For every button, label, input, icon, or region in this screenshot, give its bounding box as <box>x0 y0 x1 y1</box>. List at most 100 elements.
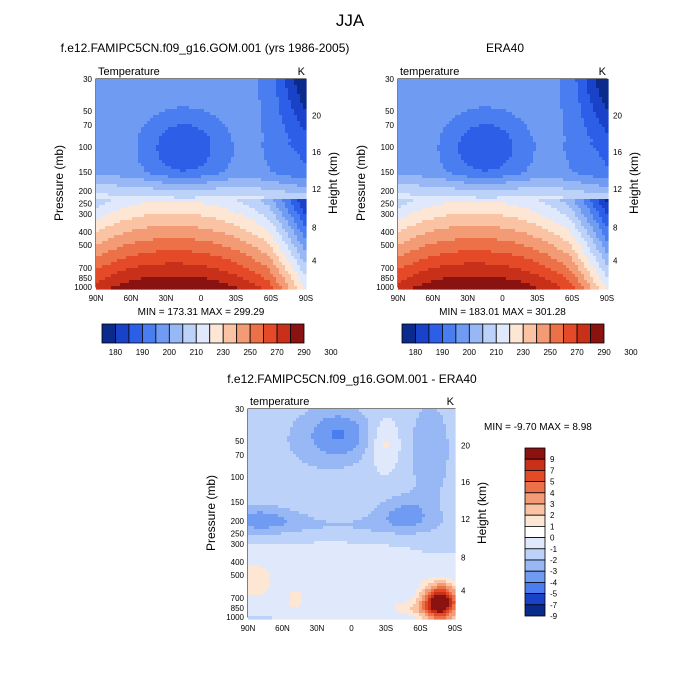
y-tick-label: 100 <box>79 143 93 152</box>
y-tick-label: 1000 <box>74 283 92 292</box>
y-tick-label: 30 <box>385 75 394 84</box>
colorbar-label: 190 <box>136 348 150 357</box>
colorbar-swatch <box>524 481 546 494</box>
x-tick-label: 30S <box>530 294 544 303</box>
colorbar-label: 270 <box>570 348 584 357</box>
y2-tick-label: 16 <box>461 478 470 487</box>
colorbar-label: 200 <box>163 348 177 357</box>
colorbar-label: 7 <box>550 466 555 475</box>
colorbar-label: 180 <box>109 348 123 357</box>
y-tick-label: 300 <box>381 210 395 219</box>
units-label: K <box>298 66 306 78</box>
x-tick-label: 90N <box>391 294 406 303</box>
colorbar-label: 210 <box>490 348 504 357</box>
colorbar-label: 1 <box>550 522 555 531</box>
colorbar-swatch <box>415 323 430 344</box>
y-tick-label: 100 <box>381 143 395 152</box>
colorbar-label: 9 <box>550 455 555 464</box>
y-tick-label: 500 <box>381 241 395 250</box>
y-tick-label: 50 <box>83 107 92 116</box>
y-tick-label: 30 <box>235 405 244 414</box>
y-tick-label: 500 <box>79 241 93 250</box>
y2-tick-label: 16 <box>613 148 622 157</box>
y2-tick-label: 16 <box>312 148 321 157</box>
y2-tick-label: 8 <box>613 224 618 233</box>
y-tick-label: 150 <box>79 168 93 177</box>
min-max-stats: MIN = -9.70 MAX = 8.98 <box>484 422 592 433</box>
y-tick-label: 400 <box>79 228 93 237</box>
colorbar-label: 290 <box>297 348 311 357</box>
y2-tick-label: 12 <box>461 515 470 524</box>
colorbar-swatch <box>524 548 546 561</box>
x-tick-label: 0 <box>500 294 505 303</box>
colorbar: 180 190 200 210 230 250 270 290 300 <box>101 323 338 357</box>
colorbar-swatch <box>482 323 497 344</box>
colorbar-swatch <box>276 323 291 344</box>
chart-panel-1: f.e12.FAMIPC5CN.f09_g16.GOM.001 (yrs 198… <box>52 41 349 357</box>
variable-label: temperature <box>250 396 309 408</box>
colorbar-swatch <box>509 323 524 344</box>
colorbar-swatch <box>168 323 184 344</box>
colorbar-label: 230 <box>217 348 231 357</box>
y2-axis-label: Height (km) <box>326 152 340 214</box>
colorbar-swatch <box>590 323 605 344</box>
colorbar-swatch <box>576 323 591 344</box>
x-tick-label: 60S <box>565 294 579 303</box>
colorbar: 180 190 200 210 230 250 270 290 300 <box>401 323 638 357</box>
y2-tick-label: 8 <box>312 224 317 233</box>
colorbar-label: -4 <box>550 578 558 587</box>
y2-tick-label: 12 <box>312 185 321 194</box>
y-tick-label: 50 <box>235 437 244 446</box>
colorbar-swatch <box>195 323 211 344</box>
y-axis-label: Pressure (mb) <box>204 475 218 551</box>
y-tick-label: 200 <box>79 187 93 196</box>
page-title: JJA <box>335 11 365 30</box>
colorbar-label: 0 <box>550 534 555 543</box>
colorbar-label: -1 <box>550 545 558 554</box>
colorbar-swatch <box>524 526 546 539</box>
y-axis-label: Pressure (mb) <box>354 145 368 221</box>
y-tick-label: 400 <box>231 558 245 567</box>
x-tick-label: 60N <box>425 294 440 303</box>
y-tick-label: 700 <box>231 594 245 603</box>
y-tick-label: 200 <box>231 517 245 526</box>
y-tick-label: 850 <box>79 274 93 283</box>
colorbar-label: -7 <box>550 601 558 610</box>
y-tick-label: 1000 <box>376 283 394 292</box>
colorbar-label: -9 <box>550 612 558 621</box>
y-tick-label: 250 <box>381 199 395 208</box>
y-tick-label: 300 <box>79 210 93 219</box>
y-tick-label: 150 <box>231 498 245 507</box>
y-tick-label: 850 <box>381 274 395 283</box>
y2-axis-label: Height (km) <box>475 482 489 544</box>
colorbar-swatch <box>155 323 170 344</box>
colorbar-swatch <box>182 323 197 344</box>
x-tick-label: 90S <box>600 294 614 303</box>
y2-tick-label: 4 <box>461 586 466 595</box>
x-tick-label: 90S <box>299 294 313 303</box>
colorbar-swatch <box>249 323 264 344</box>
y-tick-label: 850 <box>231 604 245 613</box>
y-tick-label: 250 <box>231 529 245 538</box>
colorbar-swatch <box>524 559 546 572</box>
y-tick-label: 400 <box>381 228 395 237</box>
x-tick-label: 90N <box>89 294 104 303</box>
chart-title: f.e12.FAMIPC5CN.f09_g16.GOM.001 (yrs 198… <box>61 41 350 55</box>
colorbar-label: 230 <box>517 348 531 357</box>
contour-field <box>398 79 609 290</box>
colorbar-swatch <box>428 323 443 344</box>
colorbar-swatch <box>524 570 546 583</box>
variable-label: temperature <box>400 66 459 78</box>
colorbar-swatch <box>549 323 565 344</box>
colorbar-swatch <box>263 323 278 344</box>
min-max-stats: MIN = 183.01 MAX = 301.28 <box>439 307 566 318</box>
colorbar-label: 180 <box>409 348 423 357</box>
colorbar-label: 210 <box>190 348 204 357</box>
colorbar-swatch <box>495 323 511 344</box>
contour-field <box>248 409 456 620</box>
x-tick-label: 30N <box>310 624 325 633</box>
x-tick-label: 30S <box>229 294 243 303</box>
y-tick-label: 500 <box>231 571 245 580</box>
colorbar-label: -5 <box>550 590 558 599</box>
